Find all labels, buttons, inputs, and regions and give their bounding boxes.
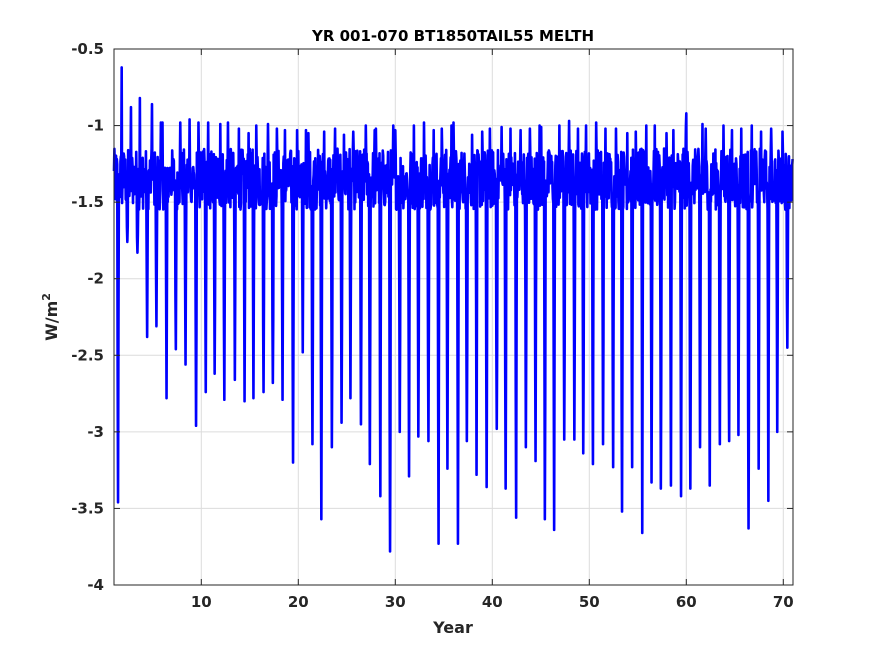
y-tick-label: -3 (87, 423, 104, 441)
series-line-melth (112, 66, 794, 553)
y-tick-label: -1.5 (71, 193, 104, 211)
series-group (112, 66, 794, 553)
x-tick-label: 40 (482, 593, 503, 611)
x-axis-label: Year (432, 618, 473, 637)
x-tick-label: 30 (385, 593, 406, 611)
plot-frame (113, 48, 794, 586)
y-axis-label-base: W/m (42, 301, 61, 341)
y-axis-label-superscript: 2 (40, 293, 53, 301)
y-tick-label: -4 (87, 576, 104, 594)
y-tick-label: -1 (87, 117, 104, 135)
x-tick-label: 60 (676, 593, 697, 611)
x-tick-label: 50 (579, 593, 600, 611)
y-axis-ticks: -4 -3.5 -3 -2.5 -2 -1.5 -1 -0.5 (71, 40, 793, 594)
y-tick-label: -2.5 (71, 346, 104, 364)
x-axis-ticks: 10 20 30 40 50 60 70 (191, 49, 794, 611)
y-tick-label: -0.5 (71, 40, 104, 58)
y-tick-label: -3.5 (71, 499, 104, 517)
y-axis-label: W/m2 (40, 293, 61, 341)
x-tick-label: 10 (191, 593, 212, 611)
x-tick-label: 70 (773, 593, 794, 611)
x-tick-label: 20 (288, 593, 309, 611)
y-tick-label: -2 (87, 270, 104, 288)
chart-title: YR 001-070 BT1850TAIL55 MELTH (311, 27, 594, 45)
